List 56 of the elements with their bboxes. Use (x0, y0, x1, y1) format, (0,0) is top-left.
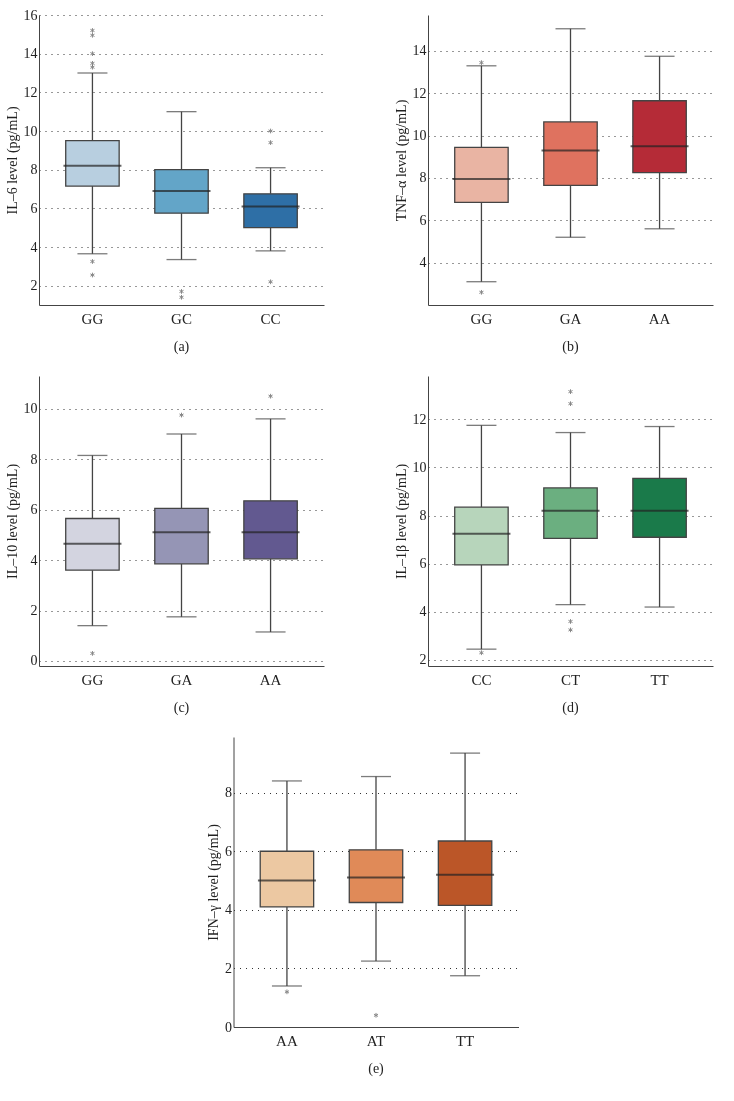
y-tick-label: 12 (412, 85, 427, 101)
y-tick-label: 6 (419, 556, 427, 572)
y-tick-label: 2 (225, 960, 232, 976)
y-tick-label: 0 (225, 1019, 232, 1035)
x-tick-label: CT (560, 671, 581, 688)
x-tick-label: GA (559, 310, 582, 327)
y-tick-label: 14 (412, 43, 427, 59)
y-tick-label: 4 (419, 604, 427, 620)
x-tick-label: AA (648, 310, 671, 327)
text: (e) (368, 1061, 385, 1077)
y-tick-label: 8 (30, 451, 38, 467)
x-tick-label: CC (471, 671, 492, 688)
y-tick-label: 4 (419, 255, 427, 271)
y-axis-title: IFN–γ level (pg/mL) (206, 823, 222, 941)
y-tick-label: 2 (419, 652, 427, 668)
y-axis-title: IL–6 level (pg/mL) (4, 106, 21, 215)
y-tick-label: 6 (419, 212, 427, 228)
y-tick-label: 10 (23, 123, 38, 139)
y-tick-label: 4 (30, 239, 38, 255)
y-tick-label: 10 (412, 128, 427, 144)
x-tick-label: TT (455, 1032, 475, 1049)
y-tick-label: 4 (225, 902, 232, 918)
y-tick-label: 8 (419, 170, 427, 186)
x-tick-label: AA (259, 671, 282, 688)
y-axis-title: IL–10 level (pg/mL) (4, 463, 21, 580)
y-tick-label: 6 (30, 502, 38, 518)
text: (a) (173, 339, 190, 355)
y-tick-label: 6 (30, 200, 38, 216)
y-tick-label: 12 (23, 84, 38, 100)
y-tick-label: 6 (225, 843, 232, 859)
y-axis-title: IL–1β level (pg/mL) (393, 463, 410, 580)
y-axis-title: TNF–α level (pg/mL) (393, 99, 410, 222)
y-tick-label: 8 (419, 508, 427, 524)
y-tick-label: 10 (23, 401, 38, 417)
y-tick-label: 10 (412, 459, 427, 475)
y-tick-label: 8 (225, 785, 232, 801)
y-tick-label: 12 (412, 411, 427, 427)
x-tick-label: GG (81, 310, 104, 327)
y-tick-label: 2 (30, 278, 38, 294)
x-tick-label: GC (171, 310, 192, 327)
x-tick-label: GG (81, 671, 104, 688)
x-tick-label: CC (260, 310, 281, 327)
text: (c) (173, 700, 190, 716)
text: (b) (562, 339, 579, 355)
y-tick-label: 16 (23, 7, 38, 23)
y-tick-label: 2 (30, 603, 38, 619)
x-tick-label: GG (470, 310, 493, 327)
x-tick-label: TT (650, 671, 669, 688)
y-tick-label: 4 (30, 552, 38, 568)
text: (d) (562, 700, 579, 716)
y-tick-label: 0 (30, 653, 38, 669)
y-tick-label: 14 (23, 46, 38, 62)
x-tick-label: GA (170, 671, 193, 688)
y-tick-label: 8 (30, 162, 38, 178)
x-tick-label: AT (366, 1032, 386, 1049)
x-tick-label: AA (276, 1032, 298, 1049)
